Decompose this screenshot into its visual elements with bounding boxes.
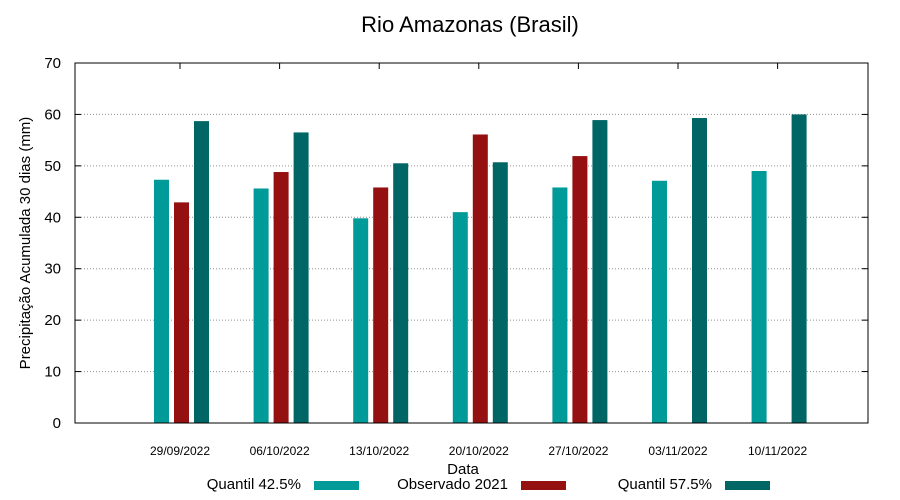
bar-0-5 xyxy=(652,180,667,423)
y-tick-label: 10 xyxy=(44,364,61,381)
legend-label-2: Quantil 57.5% xyxy=(618,476,712,493)
bar-1-3 xyxy=(472,134,488,423)
x-tick-label: 06/10/2022 xyxy=(250,444,310,458)
bar-1-0 xyxy=(174,202,189,423)
y-tick-label: 50 xyxy=(44,158,61,175)
y-tick-label: 60 xyxy=(44,106,61,123)
y-axis-label: Precipitação Acumulada 30 dias (mm) xyxy=(17,117,34,370)
bar-2-1 xyxy=(293,132,309,423)
y-axis-ticks: 0 10 20 30 40 50 60 70 xyxy=(44,55,868,432)
legend-label-1: Observado 2021 xyxy=(397,476,508,493)
bar-0-0 xyxy=(154,179,169,423)
x-tick-label: 03/11/2022 xyxy=(648,444,707,458)
plot-frame xyxy=(74,62,869,424)
x-tick-label: 27/10/2022 xyxy=(548,444,608,458)
legend-swatch-0 xyxy=(314,481,359,490)
bar-0-4 xyxy=(552,187,568,423)
y-tick-label: 70 xyxy=(44,55,61,72)
y-tick-label: 20 xyxy=(44,312,61,329)
chart-title: Rio Amazonas (Brasil) xyxy=(361,12,579,37)
bar-0-1 xyxy=(253,188,269,423)
y-tick-label: 30 xyxy=(44,261,61,278)
bar-1-1 xyxy=(273,172,289,423)
bar-0-3 xyxy=(452,212,468,423)
y-tick-label: 0 xyxy=(53,415,61,432)
bar-2-4 xyxy=(592,120,608,423)
legend-label-0: Quantil 42.5% xyxy=(207,476,301,493)
x-tick-label: 20/10/2022 xyxy=(449,444,509,458)
bar-2-6 xyxy=(791,114,807,423)
bar-2-2 xyxy=(393,163,409,424)
x-tick-label: 10/11/2022 xyxy=(748,444,807,458)
bar-1-4 xyxy=(572,156,588,424)
x-axis-ticks: 29/09/2022 06/10/2022 13/10/2022 20/10/2022… xyxy=(150,63,808,458)
x-tick-label: 29/09/2022 xyxy=(150,444,210,458)
bar-0-2 xyxy=(353,218,369,423)
bars xyxy=(154,114,807,424)
bar-1-2 xyxy=(373,187,389,423)
x-tick-label: 13/10/2022 xyxy=(349,444,409,458)
x-axis-label: Data xyxy=(447,461,479,478)
bar-0-6 xyxy=(751,171,767,423)
legend-swatch-2 xyxy=(725,481,770,490)
bar-2-3 xyxy=(492,162,508,423)
legend: Quantil 42.5% Observado 2021 Quantil 57.5% xyxy=(207,476,770,493)
y-tick-label: 40 xyxy=(44,209,61,226)
legend-swatch-1 xyxy=(521,481,566,490)
grid xyxy=(75,113,868,373)
bar-2-0 xyxy=(194,121,209,423)
bar-2-5 xyxy=(692,118,707,424)
